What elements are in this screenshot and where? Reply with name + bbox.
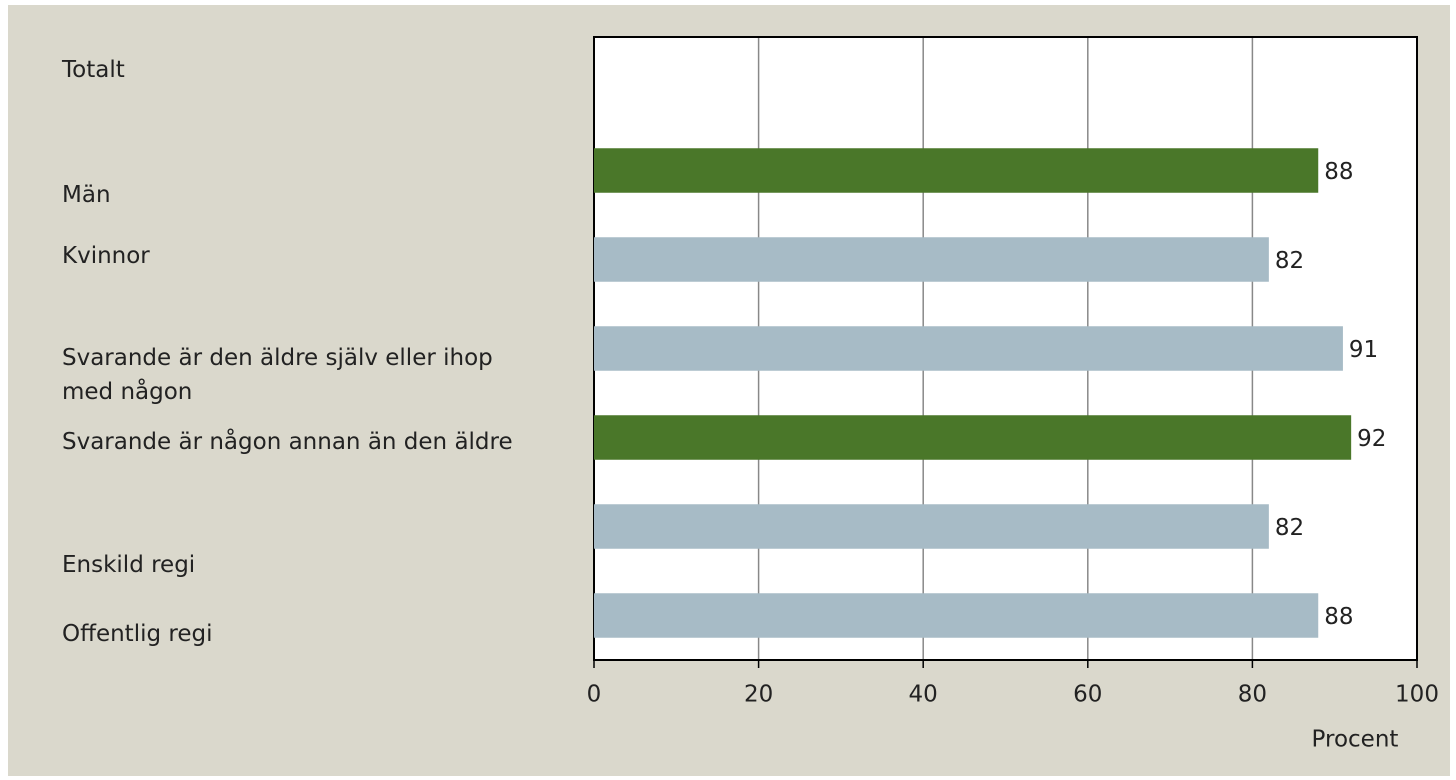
bar [594, 593, 1319, 638]
bar [594, 326, 1343, 371]
x-tick-label: 40 [909, 682, 938, 708]
bar [594, 148, 1319, 193]
bar [594, 415, 1352, 460]
category-label: Män [62, 182, 111, 208]
x-tick-label: 20 [744, 682, 773, 708]
data-label: 91 [1349, 337, 1378, 363]
x-tick-label: 80 [1238, 682, 1267, 708]
data-label: 92 [1357, 426, 1386, 452]
category-label: Svarande är någon annan än den äldre [62, 429, 513, 455]
category-label: Kvinnor [62, 243, 150, 269]
bar [594, 504, 1269, 549]
category-label: Totalt [62, 57, 125, 83]
data-label: 88 [1324, 604, 1353, 630]
x-tick-label: 60 [1073, 682, 1102, 708]
category-label: Enskild regi [62, 552, 196, 578]
x-axis-label: Procent [1312, 727, 1399, 753]
data-label: 88 [1324, 159, 1353, 185]
category-label: Svarande är den äldre själv eller ihop m… [62, 345, 493, 405]
category-label: Offentlig regi [62, 621, 213, 647]
data-label: 82 [1275, 248, 1304, 274]
bar [594, 237, 1269, 282]
x-tick-label: 100 [1395, 682, 1439, 708]
x-tick-label: 0 [587, 682, 602, 708]
data-label: 82 [1275, 515, 1304, 541]
